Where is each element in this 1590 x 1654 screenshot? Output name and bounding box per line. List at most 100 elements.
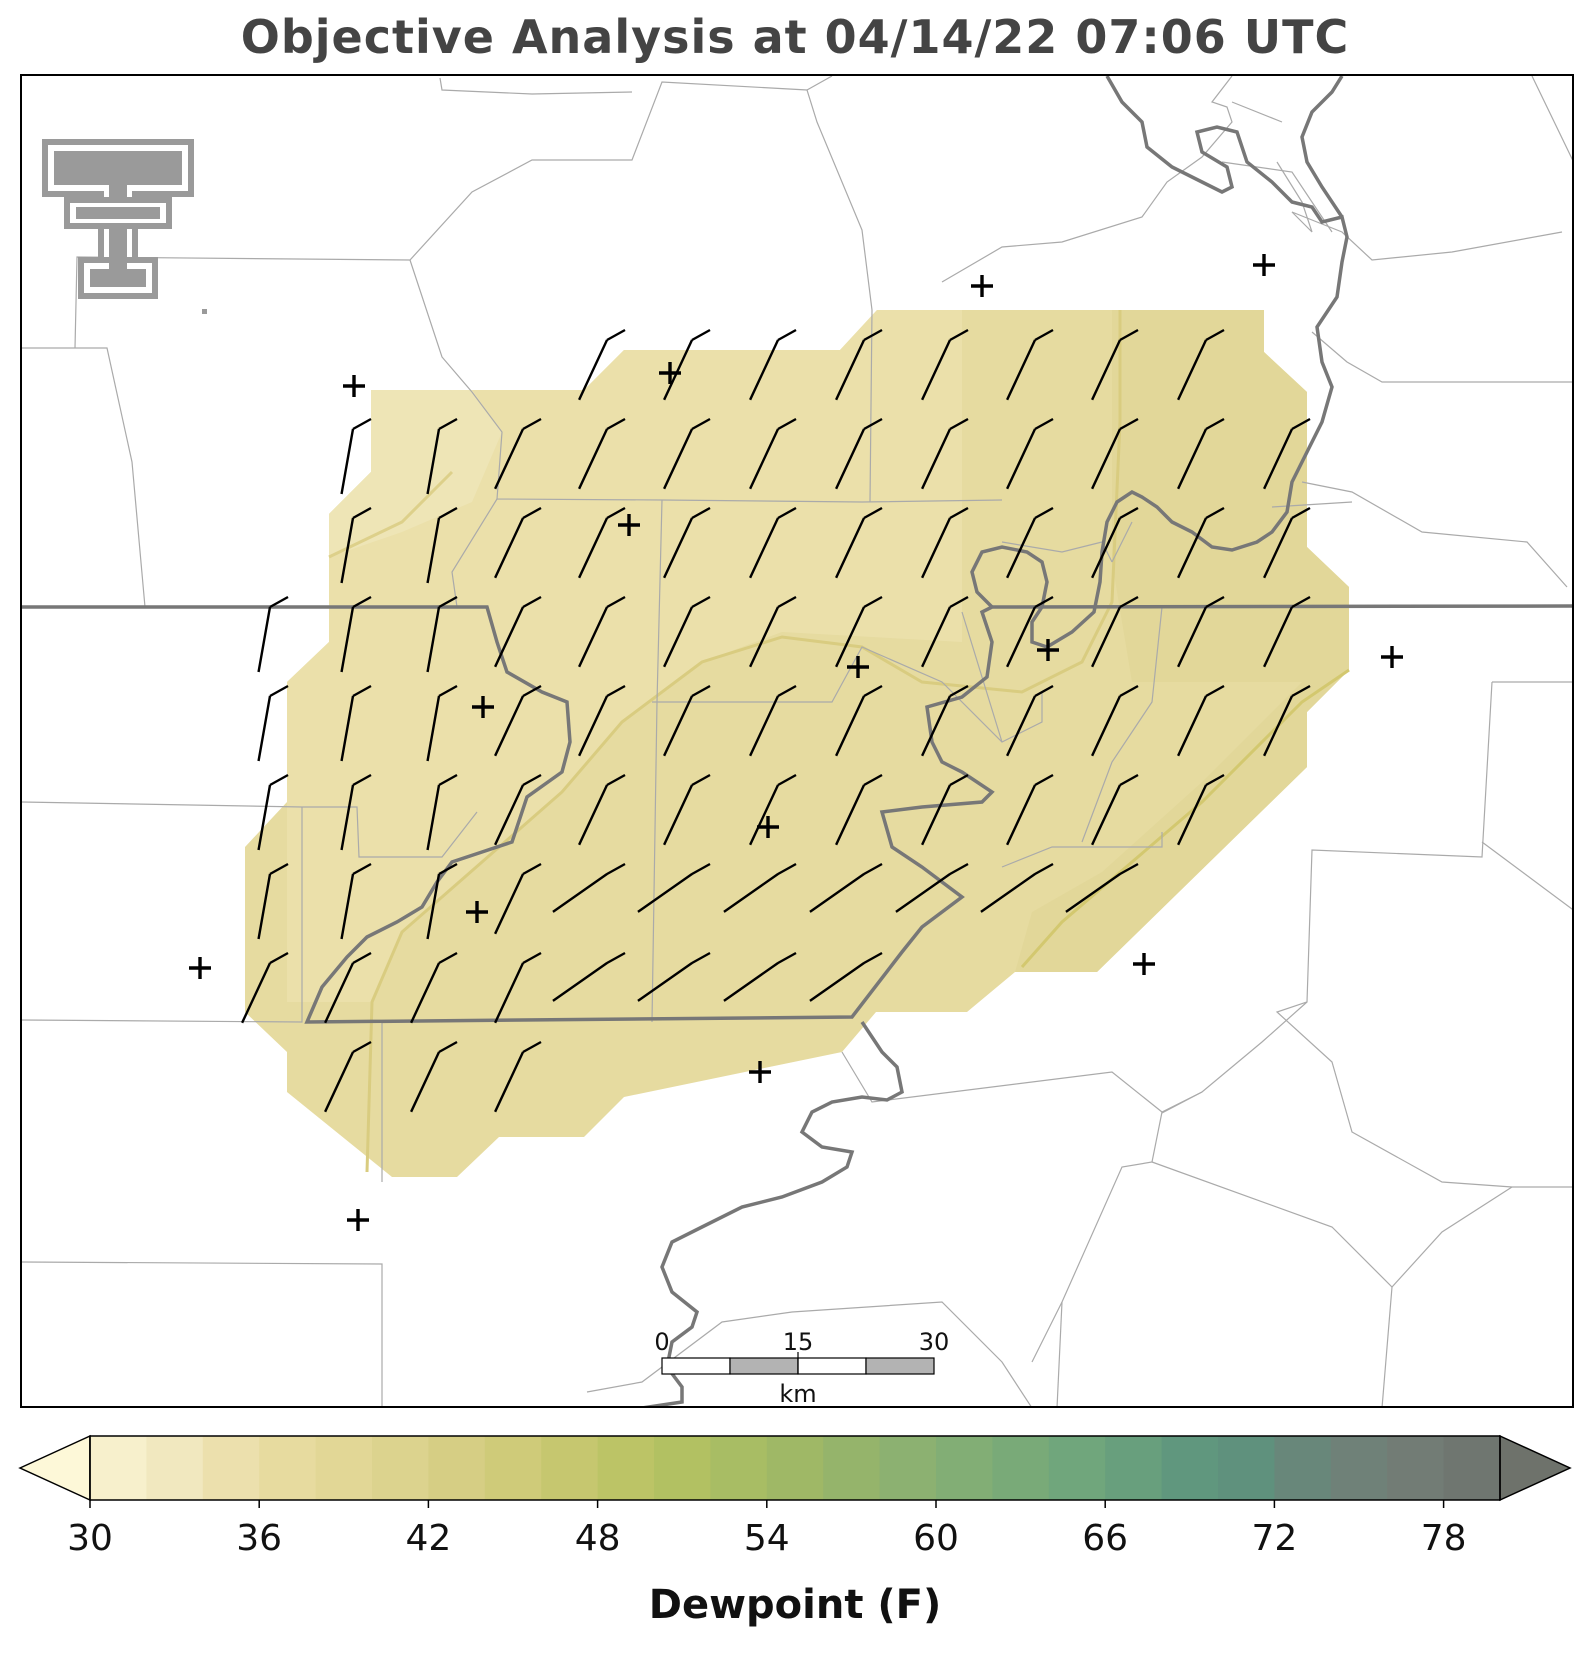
wind-barb: [1263, 506, 1311, 579]
wind-barb: [835, 773, 883, 846]
wind-barb: [494, 862, 542, 935]
colorbar-swatch: [146, 1436, 204, 1500]
station-marker: [971, 275, 993, 297]
wind-barb: [578, 684, 626, 757]
colorbar-swatch: [1218, 1436, 1275, 1500]
wind-barb: [835, 328, 883, 401]
wind-barb: [749, 417, 797, 490]
wind-barb: [426, 595, 458, 673]
wind-barb: [578, 328, 626, 401]
scale-bar: 0 15 30 km: [654, 1328, 950, 1406]
wind-barb: [1006, 417, 1054, 490]
colorbar-swatch: [315, 1436, 373, 1500]
wind-barb: [921, 773, 969, 846]
wind-barb: [494, 417, 542, 490]
wind-barb: [749, 773, 797, 846]
station-marker: [618, 514, 640, 536]
colorbar-swatch: [1330, 1436, 1388, 1500]
dewpoint-field: [245, 310, 1350, 1177]
colorbar-swatch: [484, 1436, 542, 1500]
wind-barb: [257, 684, 289, 762]
wind-barb: [494, 684, 542, 757]
wind-barb: [723, 862, 797, 913]
wind-barb: [663, 684, 711, 757]
colorbar-swatch: [879, 1436, 937, 1500]
colorbar-swatch: [1387, 1436, 1445, 1500]
wind-barb: [494, 506, 542, 579]
wind-barb: [578, 417, 626, 490]
wind-barb: [835, 595, 883, 668]
wind-barb: [1006, 328, 1054, 401]
wind-barb: [494, 1040, 542, 1113]
colorbar-swatch: [1161, 1436, 1219, 1500]
dewpoint-contour-1: [328, 470, 454, 559]
wind-barb: [494, 595, 542, 668]
wind-barb: [921, 328, 969, 401]
colorbar-swatch: [1443, 1436, 1501, 1500]
station-marker: [757, 816, 779, 838]
wind-barb: [1006, 595, 1054, 668]
wind-barb: [637, 862, 711, 913]
wind-barb: [663, 506, 711, 579]
wind-barb: [1091, 417, 1139, 490]
wind-barb: [1091, 506, 1139, 579]
colorbar-tick-label: 48: [575, 1518, 621, 1559]
wind-barb: [494, 773, 542, 846]
map-panel[interactable]: 0 15 30 km: [20, 74, 1574, 1408]
wind-barb: [578, 506, 626, 579]
station-marker: [659, 362, 681, 384]
colorbar-swatch: [1274, 1436, 1332, 1500]
station-marker: [1037, 639, 1059, 661]
county-lines: [22, 76, 1572, 1406]
wind-barb: [1177, 328, 1225, 401]
wind-barb: [835, 684, 883, 757]
scale-label-30: 30: [919, 1328, 950, 1356]
wind-barb: [257, 773, 289, 851]
colorbar-swatch: [766, 1436, 824, 1500]
wind-barb: [663, 595, 711, 668]
wind-barb: [835, 417, 883, 490]
wind-barb: [749, 684, 797, 757]
colorbar-tick-label: 60: [913, 1518, 959, 1559]
colorbar-swatches: [18, 1434, 1572, 1502]
wind-barb: [809, 951, 883, 1002]
wind-barb: [749, 595, 797, 668]
colorbar-swatch: [597, 1436, 655, 1500]
station-marker: [347, 1209, 369, 1231]
station-marker: [1133, 953, 1155, 975]
colorbar-swatch: [428, 1436, 486, 1500]
wind-barb: [1177, 417, 1225, 490]
station-markers: [189, 254, 1403, 1231]
colorbar: 30 36 42 48 54 60 66 72 78: [18, 1434, 1572, 1559]
wind-barb: [1177, 595, 1225, 668]
dewpoint-contour-3: [1020, 668, 1350, 968]
wind-barb: [835, 506, 883, 579]
station-marker: [749, 1061, 771, 1083]
colorbar-tick-label: 36: [236, 1518, 282, 1559]
wind-barb: [1091, 773, 1139, 846]
wind-barb: [1263, 417, 1311, 490]
colorbar-swatch: [710, 1436, 768, 1500]
wind-barb: [1177, 773, 1225, 846]
station-marker: [189, 957, 211, 979]
wind-barb: [494, 951, 542, 1024]
station-marker: [847, 656, 869, 678]
colorbar-swatch: [202, 1436, 260, 1500]
wind-barb: [324, 951, 372, 1024]
station-marker: [343, 375, 365, 397]
wind-barb: [426, 862, 458, 940]
wind-barb: [257, 862, 289, 940]
colorbar-swatch: [1048, 1436, 1106, 1500]
wind-barb: [895, 862, 969, 913]
wind-barb: [426, 417, 458, 495]
dewpoint-field-dark: [1015, 310, 1349, 972]
wind-barb: [1177, 684, 1225, 757]
wind-barb: [1263, 684, 1311, 757]
wind-barb: [1263, 595, 1311, 668]
wind-barb: [578, 773, 626, 846]
colorbar-swatch: [654, 1436, 711, 1500]
station-marker: [466, 901, 488, 923]
texas-tech-double-t-logo: [42, 139, 207, 314]
wind-barb: [663, 417, 711, 490]
river-northeast-upper: [1300, 76, 1344, 218]
